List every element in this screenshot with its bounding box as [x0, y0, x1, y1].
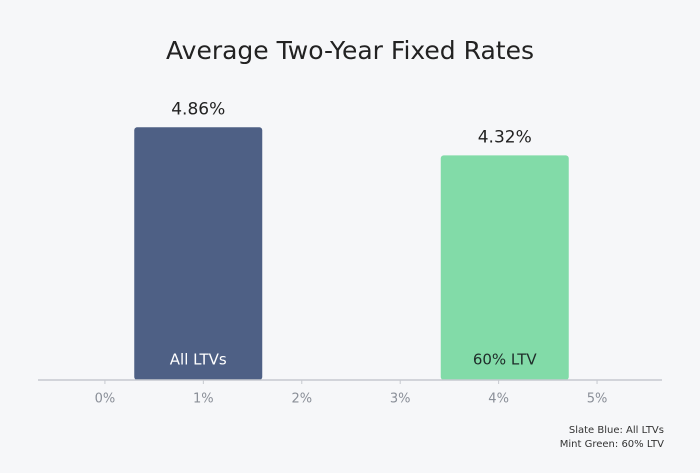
category-label: All LTVs: [170, 351, 227, 369]
category-label: 60% LTV: [473, 351, 538, 369]
value-label: 4.86%: [171, 99, 225, 119]
bar: [134, 127, 263, 380]
x-tick-label: 5%: [587, 392, 608, 407]
x-tick-label: 0%: [95, 392, 116, 407]
legend-entry: Slate Blue: All LTVs: [569, 425, 664, 436]
x-tick-label: 3%: [390, 392, 411, 407]
x-tick-label: 4%: [488, 392, 509, 407]
x-tick-label: 2%: [291, 392, 312, 407]
legend-entry: Mint Green: 60% LTV: [560, 439, 664, 450]
x-tick-label: 1%: [193, 392, 214, 407]
bar: [440, 155, 569, 380]
chart-title: Average Two-Year Fixed Rates: [166, 36, 534, 65]
value-label: 4.32%: [478, 127, 532, 147]
